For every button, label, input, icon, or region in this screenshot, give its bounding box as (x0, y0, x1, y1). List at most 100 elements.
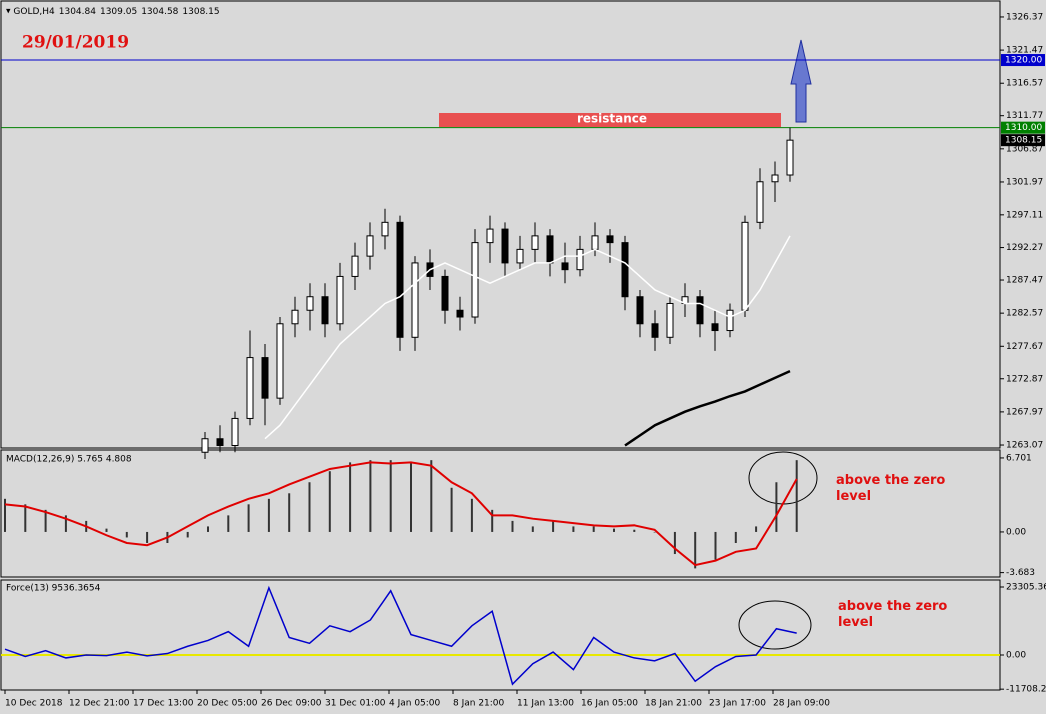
macd-bar (613, 528, 615, 532)
annotation-text: above the zero (836, 473, 945, 488)
candle-body (381, 221, 389, 237)
price-pane (0, 0, 1001, 449)
macd-bar (450, 487, 453, 532)
candle-body (441, 275, 449, 311)
candle-body (696, 296, 704, 325)
candle-body (306, 296, 314, 311)
y-tick-label: 1292.27 (1006, 243, 1043, 253)
candle-body (231, 417, 239, 446)
x-tick-label: 4 Jan 05:00 (389, 699, 441, 709)
candle-body (651, 323, 659, 338)
annotation-text: level (836, 489, 871, 504)
resistance-label: resistance (577, 112, 647, 126)
moving-average (624, 369, 791, 447)
candle-body (756, 181, 764, 223)
y-tick-label: 1311.77 (1006, 111, 1043, 121)
y-tick-label: 1321.47 (1006, 46, 1043, 56)
chart-header: ▾ GOLD,H4 1304.84 1309.05 1304.58 1308.15 (6, 7, 220, 17)
macd-bar (755, 526, 758, 532)
candle-body (261, 357, 269, 399)
x-tick-label: 28 Jan 09:00 (773, 699, 830, 709)
macd-bar (633, 529, 636, 532)
candle-body (771, 174, 779, 183)
macd-bar (592, 526, 595, 532)
candle-body (501, 228, 509, 264)
y-tick-label: 1306.87 (1006, 144, 1043, 154)
y-tick-label: 23305.363 (1006, 582, 1046, 592)
candle-body (216, 438, 224, 446)
macd-bar (410, 462, 412, 532)
candle-body (471, 242, 479, 318)
macd-bar (349, 462, 352, 532)
macd-bar (795, 460, 798, 532)
ohlc-value: 1304.84 (59, 7, 96, 17)
candle-body (201, 438, 209, 453)
candle-body (711, 323, 719, 332)
candle-body (576, 248, 584, 271)
macd-bar (714, 531, 717, 560)
macd-bar (511, 520, 514, 532)
candle-body (561, 262, 569, 271)
macd-bar (389, 460, 392, 532)
price-label: 1308.15 (1005, 136, 1042, 146)
candle-body (351, 255, 359, 277)
candle-body (621, 242, 629, 298)
ohlc-value: 1304.58 (141, 7, 178, 17)
y-tick-label: 1267.97 (1006, 407, 1043, 417)
y-tick-label: 1326.37 (1006, 12, 1043, 22)
macd-bar (186, 531, 189, 538)
macd-bar (207, 526, 209, 532)
x-tick-label: 10 Dec 2018 (5, 699, 63, 709)
y-tick-label: -3.683 (1006, 568, 1035, 578)
candle-body (291, 309, 299, 325)
x-tick-label: 18 Jan 21:00 (645, 699, 702, 709)
candle-body (531, 235, 539, 250)
y-tick-label: 1277.67 (1006, 342, 1043, 352)
candle-body (636, 296, 644, 325)
macd-bar (24, 504, 27, 532)
macd-bar (328, 471, 331, 532)
y-tick-label: 1272.87 (1006, 374, 1043, 384)
macd-bar (470, 498, 473, 532)
candle-body (591, 235, 599, 250)
candle-body (516, 248, 524, 264)
macd-bar (125, 531, 128, 538)
macd-bar (694, 531, 697, 569)
level-label: 1310.00 (1005, 123, 1042, 133)
macd-bar (491, 509, 494, 532)
y-tick-label: 1282.57 (1006, 309, 1043, 319)
macd-bar (430, 460, 433, 532)
x-tick-label: 8 Jan 21:00 (453, 699, 505, 709)
force-line (4, 585, 797, 686)
y-tick-label: 1297.11 (1006, 210, 1043, 220)
symbol: GOLD,H4 (13, 7, 55, 17)
macd-bar (64, 515, 67, 532)
candle-body (276, 323, 284, 399)
macd-signal (4, 461, 798, 567)
resistance-zone (439, 113, 781, 127)
annotation-text: above the zero (838, 599, 947, 614)
macd-bar (531, 526, 534, 532)
candle-body (546, 235, 554, 264)
ohlc-value: 1309.05 (100, 7, 137, 17)
candle-body (336, 275, 344, 325)
force-pane (0, 579, 1001, 691)
ohlc-value: 1308.15 (182, 7, 219, 17)
macd-bar (552, 520, 555, 532)
candle-body (786, 139, 794, 176)
macd-bar (227, 515, 230, 532)
level-tag (1001, 54, 1045, 67)
macd-bar (308, 482, 311, 532)
macd-bar (146, 531, 149, 543)
x-tick-label: 23 Jan 17:00 (709, 699, 766, 709)
y-tick-label: 1287.47 (1006, 276, 1043, 286)
y-tick-label: -11708.23 (1006, 685, 1046, 695)
candle-body (246, 357, 254, 419)
y-tick-label: 6.701 (1006, 453, 1032, 463)
macd-bar (734, 531, 737, 543)
candle-body (606, 235, 614, 244)
x-tick-label: 11 Jan 13:00 (517, 699, 574, 709)
x-tick-label: 20 Dec 05:00 (197, 699, 258, 709)
